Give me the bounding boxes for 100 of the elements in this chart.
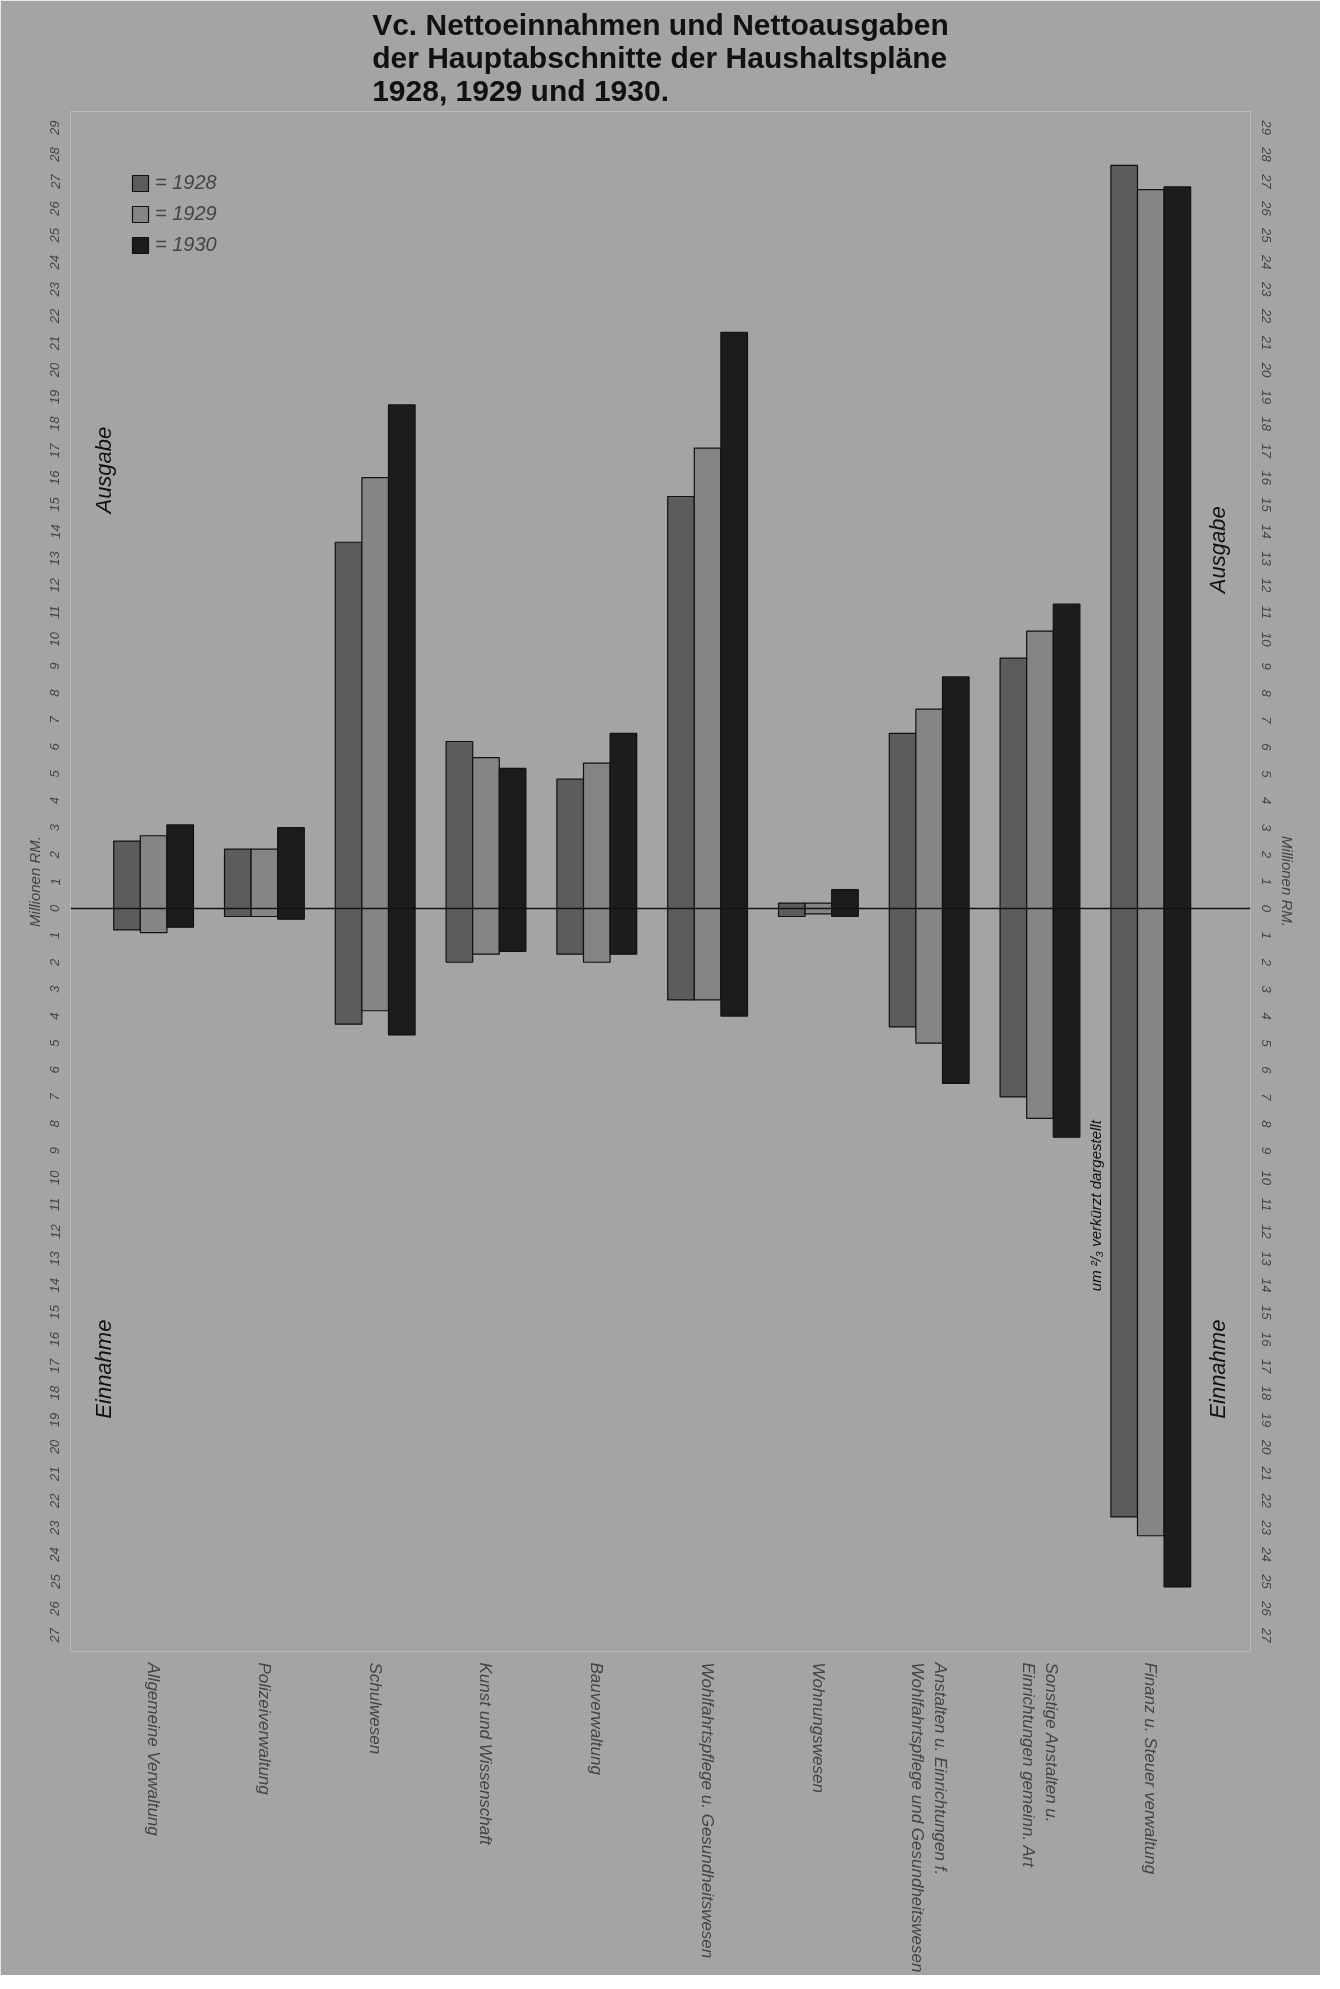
y-tick-label: 7 [47,1092,63,1101]
y-tick-label: 18 [47,415,63,432]
y-tick-label: 18 [47,1385,63,1401]
y-tick-label: 17 [47,442,63,458]
y-tick-label: 23 [47,281,63,298]
legend-label: = 1930 [155,233,217,256]
x-tick-label: Wohnungswesen [808,1662,828,1793]
y2-tick-label: 23 [1258,1519,1274,1536]
y-tick-label: 1 [47,877,63,886]
y2-tick-label: 25 [1258,1573,1274,1590]
y-tick-label: 26 [47,1600,63,1617]
y2-tick-label: 18 [1258,1385,1274,1402]
y2-tick-label: 6 [1258,743,1274,752]
y-tick-label: 3 [47,823,63,832]
y2-tick-label: 28 [1258,146,1274,163]
y2-tick-label: 9 [1258,662,1274,670]
y-tick-label: 15 [47,1304,63,1320]
y2-tick-label: 22 [1258,1492,1274,1509]
y2-tick-label: 24 [1258,1546,1274,1562]
y2-tick-label: 3 [1258,824,1274,833]
y-tick-label: 24 [47,1547,63,1563]
y2-tick-label: 16 [1258,1331,1274,1348]
y2-tick-label: 22 [1258,307,1274,325]
y-tick-label: 15 [47,496,63,512]
y2-tick-label: 4 [1258,797,1274,805]
y2-tick-label: 25 [1258,227,1274,244]
y-tick-label: 26 [47,200,63,217]
y2-tick-label: 17 [1258,443,1274,459]
y2-tick-label: 2 [1258,849,1274,859]
y-tick-label: 10 [47,631,63,647]
y2-tick-label: 27 [1258,1627,1274,1644]
y-tick-label: 12 [47,577,63,593]
y2-tick-label: 1 [1258,877,1274,886]
y-tick-label: 16 [47,1331,63,1347]
y2-tick-label: 11 [1258,1197,1274,1212]
x-tick-label: Bauverwaltung [587,1662,607,1776]
x-tick-label: Wohlfahrtspflege u. Gesundheitswesen [698,1662,718,1959]
y2-tick-label: 29 [1258,119,1274,135]
y-tick-label: 6 [47,1065,63,1074]
y2-tick-label: 18 [1258,416,1274,432]
y-tick-label: 8 [47,1119,63,1128]
y2-tick-label: 26 [1258,200,1274,217]
y-tick-label: 19 [47,389,63,405]
y2-tick-label: 15 [1258,497,1274,513]
y-tick-label: 23 [47,1519,63,1536]
y2-tick-label: 4 [1258,1012,1274,1020]
y-tick-label: 4 [47,1012,63,1020]
annotation: um ²/₃ verkürzt dargestellt [1086,1119,1104,1292]
y2-tick-label: 10 [1258,631,1274,648]
y2-tick-label: 8 [1258,689,1274,698]
y2-tick-label: 11 [1258,605,1274,620]
y-tick-label: 14 [47,1278,63,1293]
y2-tick-label: 9 [1258,1147,1274,1155]
y2-tick-label: 1 [1258,931,1274,939]
y-tick-label: 2 [47,850,63,860]
y-tick-label: 17 [47,1358,63,1374]
y-tick-label: 6 [47,742,63,751]
x-tick-label: Polizeiverwaltung [254,1662,274,1796]
y2-tick-label: 23 [1258,280,1274,298]
y2-tick-label: 27 [1258,173,1274,190]
y-tick-label: 29 [47,120,63,136]
y2-tick-label: 17 [1258,1358,1274,1375]
y-tick-label: 5 [47,769,63,778]
y2-tick-label: 19 [1258,389,1274,405]
y2-tick-label: 14 [1258,1278,1274,1293]
y-tick-label: 1 [47,931,63,939]
y-tick-label: 4 [47,797,63,805]
y-axis-title: Millionen RM. [25,836,43,927]
y-tick-label: 13 [47,1250,63,1266]
annotation: Ausgabe [91,426,117,516]
y-tick-label: 28 [47,146,63,163]
y2-tick-label: 6 [1258,1066,1274,1075]
y2-tick-label: 12 [1258,1224,1274,1240]
y2-tick-label: 26 [1258,1600,1274,1617]
annotation: Einnahme [1204,1319,1230,1419]
y-tick-label: 21 [47,1466,63,1483]
y-tick-label: 22 [47,1492,63,1509]
y-tick-label: 25 [47,1573,63,1590]
annotation: Ausgabe [1204,506,1230,596]
x-tick-label: Kunst und Wissenschaft [476,1662,496,1846]
x-tick-label: Anstalten u. Einrichtungen f. Wohlfahrtspflege und Gesundheitswesen [908,1661,951,1973]
y2-tick-label: 21 [1258,1465,1274,1482]
y2-tick-label: 19 [1258,1412,1274,1428]
x-tick-label: Sonstige Anstalten u. Einrichtungen gemeinn. Art [1019,1662,1061,1869]
y-tick-label: 9 [47,1147,63,1155]
y2-tick-label: 21 [1258,334,1274,351]
y-tick-label: 22 [47,308,63,325]
y2-tick-label: 24 [1258,254,1274,270]
y-tick-label: 2 [47,957,63,967]
y-tick-label: 24 [47,255,63,271]
y-tick-label: 16 [47,469,63,485]
y2-tick-label: 20 [1258,361,1274,378]
y2-tick-label: 7 [1258,1093,1274,1102]
y-tick-label: 12 [47,1223,63,1239]
y2-tick-label: 3 [1258,985,1274,994]
y2-tick-label: 5 [1258,770,1274,779]
x-tick-label: Schulwesen [365,1662,385,1755]
x-tick-label: Finanz u. Steuer verwaltung [1141,1662,1161,1875]
y-tick-label: 20 [47,1438,63,1456]
y-tick-label: 14 [47,524,63,539]
